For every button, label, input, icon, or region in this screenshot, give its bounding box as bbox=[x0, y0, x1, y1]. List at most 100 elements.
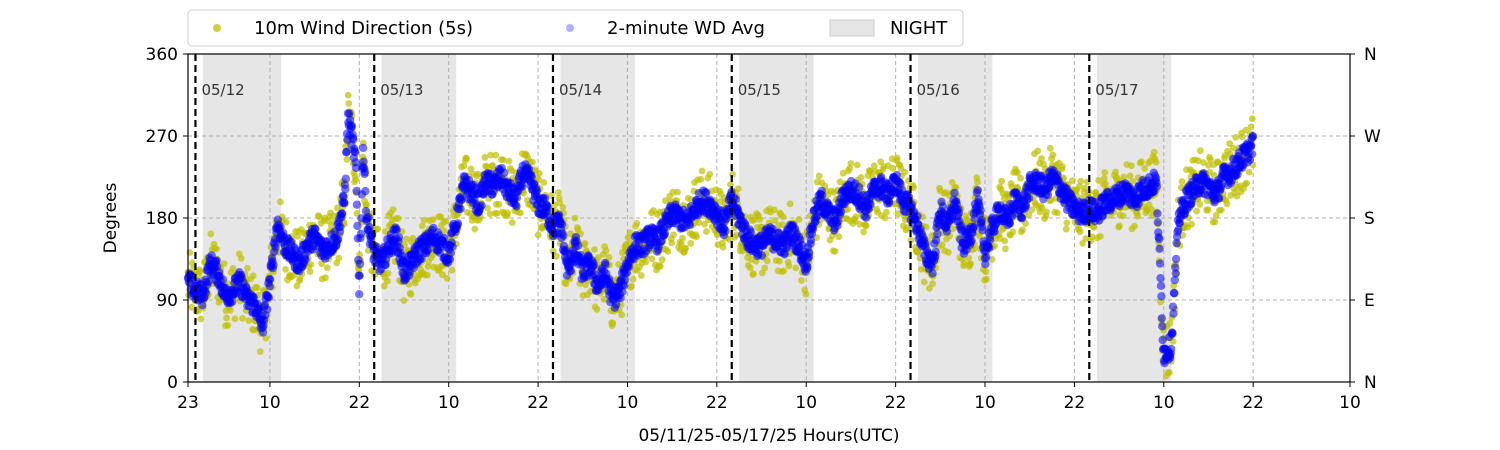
y-axis-label: Degrees bbox=[101, 182, 121, 253]
point-series-0-1438 bbox=[1095, 177, 1102, 184]
point-series-1-2210 bbox=[1171, 269, 1180, 278]
point-series-1-2180 bbox=[1158, 322, 1167, 331]
point-series-1-1394 bbox=[806, 236, 816, 245]
point-series-0-505 bbox=[504, 209, 512, 217]
point-series-1-2216 bbox=[1174, 225, 1183, 234]
point-series-1-367 bbox=[347, 122, 357, 131]
point-series-0-555 bbox=[536, 170, 543, 177]
point-series-1-191 bbox=[269, 260, 278, 270]
point-series-0-154 bbox=[282, 266, 289, 273]
point-series-1-2170 bbox=[1153, 218, 1163, 227]
point-series-0-960 bbox=[792, 264, 800, 272]
point-series-0-1478 bbox=[1120, 173, 1128, 181]
point-series-1-1226 bbox=[731, 195, 741, 204]
point-series-1-2381 bbox=[1247, 149, 1257, 159]
point-series-1-78 bbox=[218, 275, 228, 284]
point-series-0-969 bbox=[798, 277, 805, 284]
point-series-1-840 bbox=[559, 231, 568, 240]
point-series-1-1340 bbox=[782, 243, 792, 253]
point-series-1-1759 bbox=[969, 222, 979, 232]
point-series-1-1776 bbox=[977, 215, 986, 225]
point-series-0-1061 bbox=[856, 220, 864, 228]
legend-label-night: NIGHT bbox=[890, 18, 948, 39]
point-series-0-940 bbox=[779, 213, 787, 221]
point-series-1-467 bbox=[392, 225, 401, 235]
point-series-0-194 bbox=[307, 261, 315, 268]
point-series-0-1495 bbox=[1131, 222, 1138, 230]
point-series-0-7 bbox=[189, 259, 196, 267]
point-series-0-324 bbox=[389, 206, 397, 214]
point-series-1-1778 bbox=[978, 226, 987, 235]
point-series-1-958 bbox=[612, 300, 621, 309]
point-series-0-1146 bbox=[910, 184, 917, 192]
point-series-0-1467 bbox=[1113, 174, 1121, 182]
point-series-1-379 bbox=[353, 221, 362, 231]
point-series-0-378 bbox=[423, 271, 431, 279]
point-series-1-657 bbox=[477, 201, 486, 210]
axis-layer: 23 10 22 10 22 10 22 10 22 10 22 10 22 10 0 90 180 270 360… bbox=[146, 45, 1381, 413]
point-series-0-229 bbox=[329, 212, 337, 220]
point-series-1-378 bbox=[352, 200, 362, 209]
point-series-1-1632 bbox=[913, 212, 922, 221]
point-series-1-837 bbox=[557, 220, 567, 229]
point-series-1-1419 bbox=[818, 191, 827, 200]
point-series-1-708 bbox=[500, 168, 509, 177]
point-series-0-1136 bbox=[903, 224, 911, 232]
point-series-0-1078 bbox=[867, 168, 874, 176]
point-series-0-315 bbox=[384, 277, 391, 285]
x-tick-label-9: 10 bbox=[974, 393, 996, 413]
point-series-0-1500 bbox=[1134, 212, 1142, 220]
point-series-0-1624 bbox=[1212, 211, 1220, 219]
point-series-1-1455 bbox=[834, 217, 843, 226]
night-band-1 bbox=[202, 54, 282, 382]
point-series-1-1461 bbox=[836, 207, 846, 217]
point-series-0-1247 bbox=[974, 178, 981, 186]
point-series-1-1527 bbox=[866, 200, 875, 209]
point-series-1-2200 bbox=[1167, 344, 1176, 354]
point-series-1-181 bbox=[264, 293, 274, 302]
point-series-0-300 bbox=[374, 225, 382, 233]
y-right-tick-label-1: E bbox=[1364, 291, 1375, 311]
point-series-1-2383 bbox=[1248, 132, 1258, 141]
point-series-0-399 bbox=[437, 213, 444, 221]
point-series-1-978 bbox=[620, 275, 630, 284]
point-series-0-577 bbox=[549, 247, 557, 255]
point-series-0-1529 bbox=[1152, 158, 1160, 166]
point-series-0-544 bbox=[529, 158, 536, 166]
point-series-0-1315 bbox=[1017, 174, 1024, 182]
point-series-0-1632 bbox=[1217, 206, 1225, 214]
point-series-1-40 bbox=[201, 288, 211, 297]
point-series-0-1387 bbox=[1062, 225, 1070, 233]
point-series-1-1753 bbox=[967, 236, 976, 245]
point-series-1-392 bbox=[359, 143, 368, 153]
point-series-0-387 bbox=[429, 216, 437, 224]
point-series-0-660 bbox=[602, 247, 610, 255]
point-series-1-32 bbox=[198, 301, 207, 310]
point-series-0-746 bbox=[656, 262, 664, 270]
legend-label-wd-avg: 2-minute WD Avg bbox=[607, 18, 765, 39]
point-series-0-405 bbox=[441, 227, 448, 235]
point-series-1-1335 bbox=[780, 250, 789, 259]
point-series-1-1569 bbox=[885, 198, 894, 207]
x-tick-label-6: 22 bbox=[706, 393, 728, 413]
point-series-0-172 bbox=[293, 282, 301, 290]
point-series-0-1191 bbox=[938, 241, 946, 249]
point-series-0-857 bbox=[727, 181, 734, 189]
point-series-1-2181 bbox=[1158, 335, 1167, 345]
point-series-0-1418 bbox=[1082, 235, 1090, 242]
point-series-0-807 bbox=[695, 219, 703, 227]
x-tick-label-13: 10 bbox=[1339, 393, 1361, 413]
point-series-0-1665 bbox=[1238, 133, 1246, 141]
point-series-0-1550 bbox=[1166, 369, 1173, 376]
point-series-1-1586 bbox=[892, 170, 901, 180]
point-series-0-1676 bbox=[1245, 168, 1253, 176]
point-series-0-934 bbox=[776, 257, 783, 265]
y-tick-label-0: 0 bbox=[167, 373, 178, 393]
point-series-0-709 bbox=[633, 219, 641, 227]
point-series-0-1250 bbox=[976, 232, 983, 240]
point-series-0-749 bbox=[658, 256, 666, 264]
point-series-0-758 bbox=[664, 248, 672, 255]
point-series-0-525 bbox=[517, 209, 524, 217]
point-series-1-1805 bbox=[990, 227, 999, 236]
